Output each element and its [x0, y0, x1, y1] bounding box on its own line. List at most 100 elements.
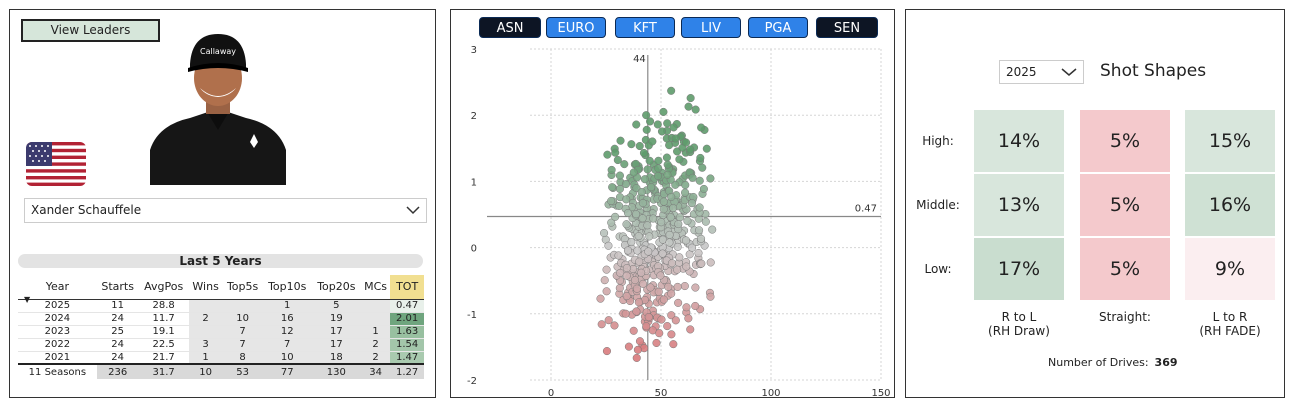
scatter-point	[663, 160, 672, 169]
column-header[interactable]: TOT	[390, 275, 424, 300]
scatter-panel: ASN EURO KFT LIV PGA SEN 3 2 1 0 -1 -2 0 50 100 150 44 0…	[450, 9, 895, 398]
x-tick-label: 100	[761, 388, 780, 397]
league-button-asn[interactable]: ASN	[479, 17, 541, 38]
scatter-point	[639, 148, 648, 158]
scatter-point	[708, 225, 717, 234]
league-button-euro[interactable]: EURO	[546, 17, 606, 38]
usa-flag-icon	[26, 142, 86, 186]
scatter-point	[604, 241, 613, 250]
scatter-point	[681, 180, 690, 190]
scatter-point	[642, 125, 651, 134]
scatter-point	[669, 204, 678, 213]
league-button-sen[interactable]: SEN	[816, 17, 878, 38]
scatter-point	[659, 107, 668, 116]
scatter-point	[681, 236, 691, 245]
column-header[interactable]: Top10s	[262, 275, 312, 300]
scatter-point	[673, 282, 682, 291]
scatter-point	[615, 184, 624, 193]
scatter-point	[629, 326, 638, 335]
scatter-point	[696, 153, 705, 162]
league-button-liv[interactable]: LIV	[681, 17, 741, 38]
player-photo: Callaway	[150, 34, 286, 185]
scatter-point	[644, 247, 653, 256]
scatter-point	[635, 141, 644, 151]
scatter-point	[706, 292, 715, 301]
scatter-point	[643, 221, 652, 230]
scatter-point	[686, 325, 695, 334]
scatter-point	[635, 337, 645, 346]
table-cell: 2025	[18, 299, 97, 313]
scatter-point	[607, 196, 616, 206]
total-cell: 77	[262, 363, 312, 379]
drives-value: 369	[1154, 356, 1178, 369]
table-cell: 7	[262, 338, 312, 352]
scatter-point	[648, 137, 657, 146]
shot-shapes-title: Shot Shapes	[1100, 61, 1207, 81]
total-cell: 34	[360, 363, 391, 379]
scatter-point	[629, 168, 638, 177]
table-cell: 28.8	[138, 299, 189, 313]
scatter-point	[637, 268, 646, 277]
table-cell: 19	[311, 312, 361, 326]
table-cell: 24	[96, 351, 139, 365]
scatter-point	[622, 292, 631, 301]
scatter-point	[616, 136, 625, 145]
scatter-point	[686, 94, 695, 103]
column-header[interactable]: Year	[18, 275, 97, 300]
table-cell: 1.63	[390, 325, 424, 339]
column-header[interactable]: MCs	[360, 275, 391, 300]
year-value: 2025	[1006, 65, 1037, 79]
scatter-point	[667, 192, 676, 202]
scatter-point	[695, 203, 704, 212]
total-cell: 10	[188, 363, 223, 379]
scatter-point	[674, 298, 683, 307]
scatter-point	[695, 226, 704, 235]
table-cell: 11.7	[138, 312, 189, 326]
scatter-point	[682, 138, 691, 147]
column-header[interactable]: AvgPos	[138, 275, 189, 300]
scatter-point	[614, 251, 623, 260]
table-cell: 0.47	[390, 299, 424, 313]
table-cell: 1.54	[390, 338, 424, 352]
scatter-point	[638, 279, 648, 288]
column-label: (RH FADE)	[1199, 324, 1261, 338]
scatter-point	[697, 259, 706, 268]
year-dropdown[interactable]: 2025	[999, 60, 1084, 84]
league-button-kft[interactable]: KFT	[615, 17, 675, 38]
scatter-point	[620, 160, 629, 169]
row-label: Low:	[924, 262, 952, 276]
scatter-point	[666, 213, 675, 222]
scatter-point	[675, 253, 684, 262]
scatter-point	[624, 342, 633, 351]
column-header[interactable]: Wins	[188, 275, 223, 300]
scatter-point	[702, 144, 711, 153]
table-row: 2023 25 19.1 7 12 17 1 1.63	[18, 325, 424, 339]
scatter-point	[633, 345, 642, 354]
scatter-point	[665, 230, 674, 239]
scatter-point	[701, 217, 710, 226]
column-header[interactable]: Top20s	[311, 275, 361, 300]
sort-down-icon[interactable]: ▼	[24, 295, 31, 304]
scatter-point	[697, 123, 706, 132]
scatter-point	[686, 145, 695, 154]
league-button-pga[interactable]: PGA	[748, 17, 808, 38]
table-cell: 2	[360, 338, 391, 352]
table-cell: 10	[222, 312, 263, 326]
scatter-point	[671, 134, 680, 143]
scatter-point	[623, 208, 633, 218]
scatter-point	[607, 165, 616, 174]
shot-shape-cell: 5%	[1080, 238, 1170, 300]
column-header[interactable]: Starts	[96, 275, 139, 300]
drives-count: Number of Drives: 369	[1048, 356, 1178, 369]
shot-shape-cell: 5%	[1080, 110, 1170, 172]
x-tick-label: 150	[871, 388, 890, 397]
column-header[interactable]: Top5s	[222, 275, 263, 300]
scatter-point	[662, 153, 671, 162]
table-cell: 5	[311, 299, 361, 313]
player-dropdown[interactable]: Xander Schauffele	[24, 198, 427, 223]
scatter-point	[706, 258, 715, 267]
scatter-point	[694, 248, 703, 258]
scatter-point	[642, 322, 651, 331]
column-label: R to L	[1001, 310, 1037, 324]
view-leaders-button[interactable]: View Leaders	[21, 19, 160, 42]
